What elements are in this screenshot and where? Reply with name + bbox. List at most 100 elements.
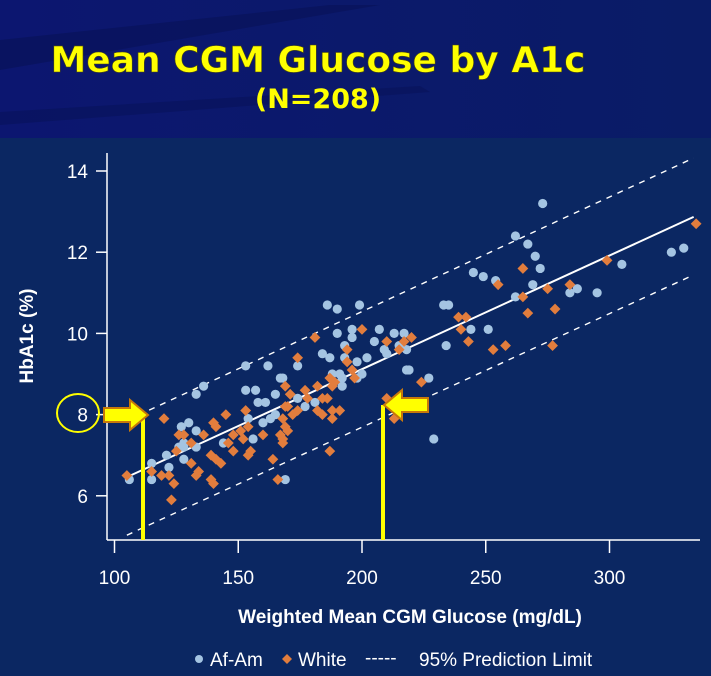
point-af-am [258,418,268,428]
legend: Af-Am White ----- 95% Prediction Limit [195,648,593,671]
y-axis-label: HbA1c (%) [17,288,38,383]
point-white [198,429,209,441]
point-white [356,323,368,335]
point-white [460,311,472,323]
point-white [277,413,289,425]
y-tick-label: 10 [67,324,88,345]
point-af-am [538,198,548,209]
prediction-limit-lower [126,274,694,536]
point-af-am [164,462,174,472]
point-white [282,425,294,437]
point-white [317,409,328,420]
point-white [312,380,323,392]
legend-label-white: White [298,650,347,671]
x-tick-label: 250 [470,568,502,589]
point-white [257,429,269,441]
y-tick-label: 14 [67,162,89,183]
point-white [346,364,358,376]
point-white [463,336,474,347]
point-white [279,380,291,392]
x-tick-label: 300 [594,568,626,589]
point-af-am [466,324,476,334]
point-white [227,445,239,457]
point-af-am [401,345,412,355]
point-af-am [530,251,540,261]
point-af-am [404,365,414,375]
point-white [321,392,333,404]
point-af-am [322,300,332,310]
point-af-am [191,426,201,436]
point-white [302,392,313,404]
point-af-am [260,397,271,408]
point-white [326,413,338,425]
point-af-am [332,304,342,314]
point-white [205,474,217,485]
point-white [222,437,234,449]
point-white [220,409,232,420]
point-af-am [199,381,209,391]
point-af-am [241,385,251,395]
point-af-am [565,288,575,298]
legend-marker-white [282,654,292,664]
point-white [277,433,289,445]
point-af-am [399,328,409,338]
point-white [381,392,393,404]
point-af-am [176,422,186,432]
point-af-am [478,271,488,282]
point-white [324,445,336,457]
point-af-am [241,361,251,371]
point-white [349,372,360,384]
point-af-am [468,267,478,278]
point-af-am [369,336,379,347]
point-white [292,352,304,364]
x-tick-label: 200 [346,568,378,589]
point-af-am [374,324,384,334]
point-white [522,307,534,319]
point-af-am [592,288,602,298]
point-af-am [441,340,451,351]
point-af-am [483,324,493,334]
point-af-am [666,247,676,257]
point-af-am [250,385,261,395]
point-af-am [270,389,280,399]
point-af-am [179,454,189,464]
point-white [121,470,133,481]
header-streak [0,86,430,125]
header-streak [0,5,380,70]
legend-marker-af-am [195,655,203,663]
point-af-am [161,450,172,460]
slide-title: Mean CGM Glucose by A1c [50,40,585,81]
point-af-am [510,231,521,241]
point-af-am [147,474,157,485]
point-af-am [263,361,273,371]
x-tick-label: 100 [99,568,131,589]
axes: 100 150 200 250 300 6 8 10 12 14 Weighted Mean C… [17,153,700,628]
point-af-am [293,393,303,403]
point-white [190,470,202,481]
point-white [309,332,321,343]
point-white [178,429,190,441]
point-af-am [184,418,194,428]
legend-label-prediction: 95% Prediction Limit [419,650,593,671]
point-white [168,478,180,490]
point-white [287,409,299,420]
point-white [487,344,499,356]
slide-subtitle: (N=208) [255,84,381,115]
point-white [242,421,254,433]
point-af-am [310,397,320,408]
point-af-am [253,397,263,408]
x-tick-label: 150 [222,568,254,589]
point-af-am [347,332,357,343]
y-tick-label: 6 [77,487,88,508]
point-af-am [280,474,290,485]
point-white [398,336,410,347]
point-white [564,279,576,291]
point-af-am [424,373,434,383]
point-af-am [191,389,201,399]
point-af-am [332,328,342,338]
point-white [193,466,205,477]
y-tick-label: 12 [67,243,88,264]
point-af-am [389,328,399,338]
point-white [601,254,613,266]
